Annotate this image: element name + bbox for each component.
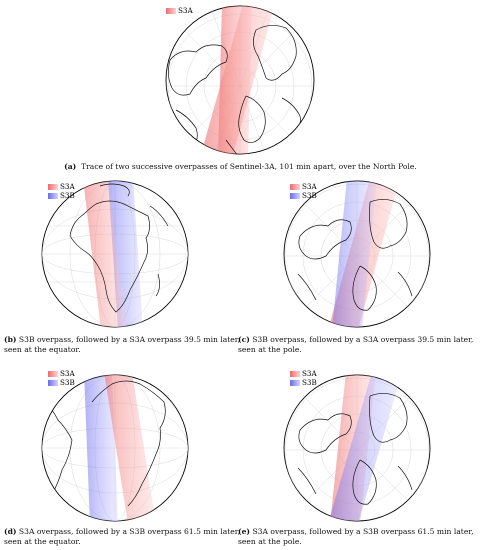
legend-item-s3a: S3A (48, 182, 75, 191)
legend-label: S3B (302, 378, 317, 387)
legend-label: S3A (60, 369, 75, 378)
legend-item-s3a: S3A (166, 6, 193, 15)
s3b-swatch (48, 192, 58, 199)
legend-e: S3A S3B (290, 369, 317, 387)
legend-label: S3A (302, 182, 317, 191)
caption-c: (c) S3B overpass, followed by a S3A over… (238, 335, 478, 355)
coastline-b (69, 183, 169, 313)
caption-letter: (c) (238, 335, 250, 344)
legend-item-s3a: S3A (290, 182, 317, 191)
s3b-swatch (48, 379, 58, 386)
caption-text: S3A overpass, followed by a S3B overpass… (4, 527, 241, 546)
s3a-swatch (290, 370, 300, 377)
caption-letter: (b) (4, 335, 17, 344)
globe-panel-a (165, 5, 315, 155)
legend-label: S3A (60, 182, 75, 191)
caption-text: S3B overpass, followed by a S3A overpass… (4, 335, 241, 354)
caption-letter: (a) (64, 162, 77, 171)
legend-d: S3A S3B (48, 369, 75, 387)
s3a-swatch (48, 183, 58, 190)
legend-label: S3B (60, 191, 75, 200)
legend-item-s3b: S3B (290, 191, 317, 200)
legend-label: S3A (302, 369, 317, 378)
legend-label: S3A (178, 6, 193, 15)
caption-text: Trace of two successive overpasses of Se… (81, 162, 417, 171)
swaths-c (328, 181, 400, 327)
swaths-e (328, 375, 402, 521)
globe-panel-d (41, 374, 189, 522)
legend-item-s3a: S3A (48, 369, 75, 378)
legend-label: S3B (60, 378, 75, 387)
caption-a: (a) Trace of two successive overpasses o… (0, 162, 481, 172)
caption-d: (d) S3A overpass, followed by a S3B over… (4, 527, 242, 547)
caption-letter: (e) (238, 527, 251, 536)
legend-item-s3b: S3B (290, 378, 317, 387)
legend-item-s3b: S3B (48, 191, 75, 200)
globe-panel-e (283, 374, 431, 522)
s3a-swatch (48, 370, 58, 377)
s3a-swatch (166, 7, 176, 14)
coastline-c (297, 199, 413, 311)
s3b-swatch (290, 379, 300, 386)
swaths-d (84, 375, 156, 521)
caption-text: S3A overpass, followed by a S3B overpass… (238, 527, 474, 546)
coastline-e (297, 393, 413, 505)
legend-b: S3A S3B (48, 182, 75, 200)
caption-text: S3B overpass, followed by a S3A overpass… (238, 335, 474, 354)
caption-b: (b) S3B overpass, followed by a S3A over… (4, 335, 242, 355)
s3b-swatch (290, 192, 300, 199)
caption-e: (e) S3A overpass, followed by a S3B over… (238, 527, 478, 547)
s3a-swatch (290, 183, 300, 190)
legend-item-s3b: S3B (48, 378, 75, 387)
legend-a: S3A (166, 6, 193, 15)
swaths-b (83, 181, 143, 327)
s3a-swath-a (200, 6, 275, 154)
legend-c: S3A S3B (290, 182, 317, 200)
caption-letter: (d) (4, 527, 17, 536)
legend-item-s3a: S3A (290, 369, 317, 378)
globe-panel-c (283, 180, 431, 328)
legend-label: S3B (302, 191, 317, 200)
globe-panel-b (41, 180, 189, 328)
